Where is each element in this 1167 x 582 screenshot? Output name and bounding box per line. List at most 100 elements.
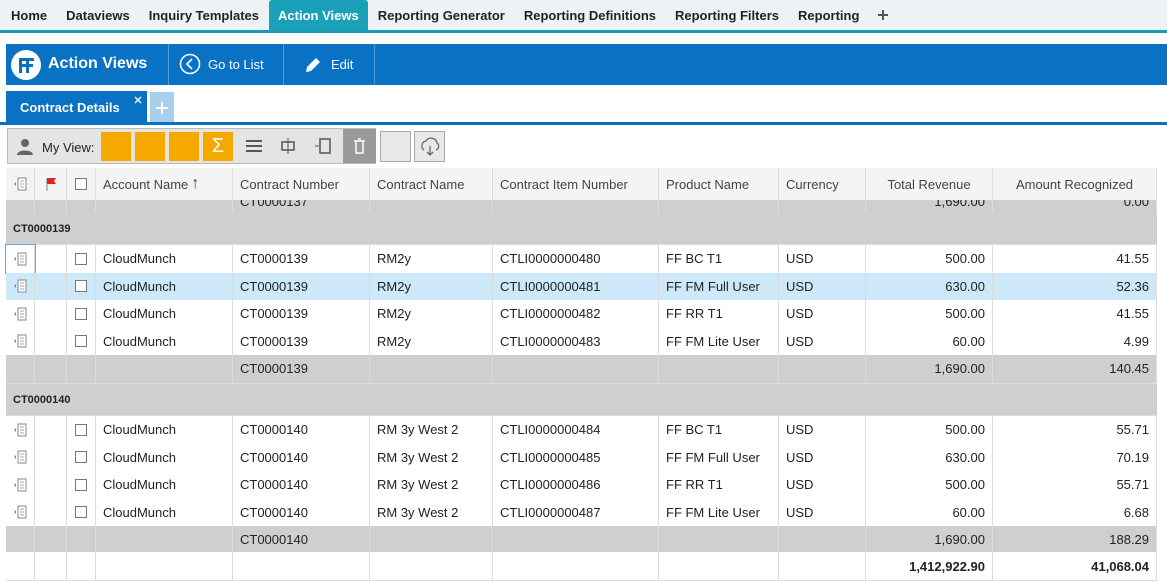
cell: CloudMunch [96,444,233,472]
cell: 41.55 [993,245,1157,273]
filter-button[interactable] [101,132,131,161]
cell: CT0000139 [233,273,370,301]
cell: 70.19 [993,444,1157,472]
data-row: CloudMunchCT0000139RM2yCTLI0000000480FF … [6,245,1157,274]
cell: CloudMunch [96,471,233,499]
nav-tab[interactable]: Reporting Generator [369,0,514,30]
active-tab[interactable]: Contract Details [6,91,147,123]
delete-button[interactable] [343,129,376,163]
cell: CT0000139 [233,328,370,356]
nav-tab[interactable]: Inquiry Templates [140,0,268,30]
empty-cell: 0.00 [993,189,1157,213]
subtotal-row: CT00001401,690.00188.29 [6,526,1157,555]
row-checkbox[interactable] [75,479,87,491]
go-to-list-button[interactable]: Go to List [208,57,264,72]
cell: RM2y [370,273,493,301]
cell: 4.99 [993,328,1157,356]
nav-tab[interactable]: Reporting Definitions [515,0,665,30]
cell: CTLI0000000481 [493,273,659,301]
row-icon-cell [6,471,35,499]
empty-cell [370,526,493,554]
detail-button[interactable] [314,137,332,155]
row-checkbox[interactable] [75,424,87,436]
select-all-checkbox[interactable] [75,178,87,190]
checkbox-cell [67,300,96,328]
user-icon [16,138,34,156]
clapper-button[interactable] [380,131,411,162]
column-header: Contract Number [233,168,370,200]
row-checkbox[interactable] [75,506,87,518]
cell: 6.68 [993,499,1157,527]
sum-button[interactable]: Σ [203,132,233,161]
cell: CTLI0000000487 [493,499,659,527]
column-header: Currency [779,168,866,200]
empty-cell: CT0000140 [233,526,370,554]
cell: CloudMunch [96,499,233,527]
checkbox-cell [67,416,96,444]
sort-button[interactable] [135,132,165,161]
close-tab-icon[interactable] [133,95,143,105]
empty-cell: 188.29 [993,526,1157,554]
cell: CloudMunch [96,416,233,444]
cell: RM 3y West 2 [370,499,493,527]
cell: USD [779,416,866,444]
add-tab[interactable] [150,92,174,123]
empty-cell [370,189,493,213]
app-title: Action Views [48,55,147,73]
header-row: Account Name↑Contract NumberContract Nam… [6,168,1157,201]
row-checkbox[interactable] [75,280,87,292]
group-name: CT0000140 [6,384,78,415]
cell: FF RR T1 [659,471,779,499]
nav-tab[interactable]: Home [2,0,56,30]
cell: CTLI0000000485 [493,444,659,472]
expand-button[interactable] [279,137,297,155]
row-checkbox[interactable] [75,308,87,320]
row-checkbox[interactable] [75,335,87,347]
edit-button[interactable]: Edit [331,57,353,72]
nav-tab[interactable]: Dataviews [57,0,139,30]
empty-cell [96,552,233,580]
flag-cell [35,416,67,444]
empty-cell [96,526,233,554]
cell: RM 3y West 2 [370,416,493,444]
cell: FF FM Full User [659,444,779,472]
nav-tab[interactable]: Action Views [269,0,368,30]
data-row: CloudMunchCT0000139RM2yCTLI0000000483FF … [6,328,1157,357]
cell: FF BC T1 [659,416,779,444]
grand-total-row: 1,412,922.9041,068.04 [6,552,1157,581]
cell: RM 3y West 2 [370,444,493,472]
checkbox-cell [67,499,96,527]
download-button[interactable] [414,131,445,162]
header-icon-cell [6,168,35,200]
row-icon-cell [6,444,35,472]
cell: 630.00 [866,444,993,472]
cell: FF FM Full User [659,273,779,301]
cell: USD [779,444,866,472]
nav-tab[interactable]: Reporting [789,0,868,30]
cell: CTLI0000000483 [493,328,659,356]
empty-cell [35,355,67,383]
column-header: Product Name [659,168,779,200]
empty-cell: CT0000139 [233,355,370,383]
cell: FF BC T1 [659,245,779,273]
row-checkbox[interactable] [75,253,87,265]
cell: CT0000139 [233,245,370,273]
data-row: CloudMunchCT0000139RM2yCTLI0000000482FF … [6,300,1157,329]
cell: CloudMunch [96,300,233,328]
data-row: CloudMunchCT0000140RM 3y West 2CTLI00000… [6,416,1157,445]
nav-add-tab[interactable] [869,0,897,30]
columns-button[interactable] [169,132,199,161]
empty-cell [67,189,96,213]
row-checkbox[interactable] [75,451,87,463]
empty-cell: 1,412,922.90 [866,552,993,580]
empty-cell [35,189,67,213]
cell: CloudMunch [96,273,233,301]
nav-tab[interactable]: Reporting Filters [666,0,788,30]
header-icon-cell [67,168,96,200]
empty-cell [493,526,659,554]
cell: RM 3y West 2 [370,471,493,499]
group-button[interactable] [245,138,263,154]
toolbar: My View: Σ [7,128,376,164]
